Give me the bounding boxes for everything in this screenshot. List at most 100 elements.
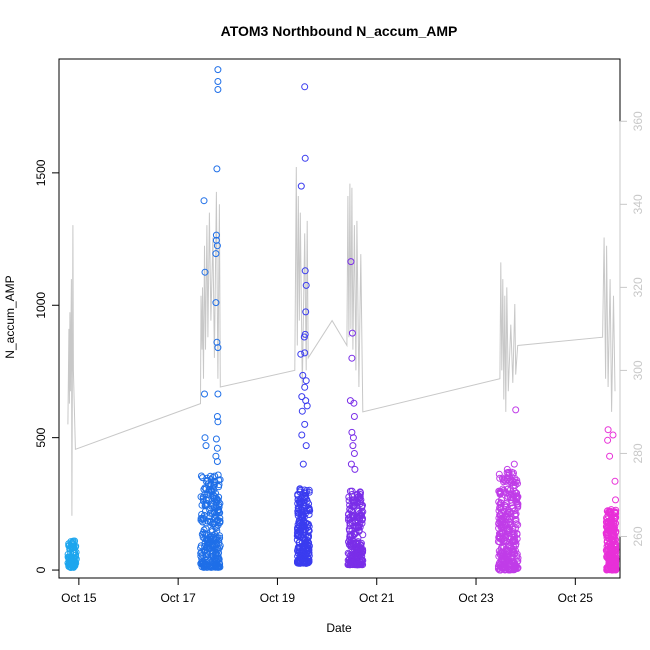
data-point: [210, 492, 218, 500]
data-point: [298, 407, 306, 415]
data-point: [298, 393, 306, 401]
data-point: [498, 474, 506, 482]
y-tick-label: 500: [34, 427, 48, 447]
data-point: [200, 526, 208, 534]
data-point: [202, 525, 210, 533]
data-point: [507, 565, 515, 573]
y-axis-label: N_accum_AMP: [3, 275, 17, 358]
data-point: [200, 197, 208, 205]
data-point: [605, 509, 613, 517]
data-point: [604, 426, 612, 434]
data-point: [207, 487, 215, 495]
data-point: [294, 524, 302, 532]
secondary-line: [67, 166, 616, 516]
data-point: [201, 530, 209, 538]
data-point: [301, 154, 309, 162]
data-point: [212, 541, 220, 549]
data-point: [305, 532, 312, 540]
data-point: [199, 495, 207, 503]
data-point: [214, 471, 222, 479]
data-point: [214, 508, 222, 515]
data-point: [207, 558, 215, 566]
data-point: [305, 511, 313, 518]
y2-tick-label: 280: [631, 443, 645, 463]
y-tick-label: 1500: [34, 159, 48, 186]
data-point: [298, 539, 306, 547]
data-point: [609, 566, 617, 573]
data-point: [349, 540, 357, 548]
data-point: [607, 507, 615, 515]
data-point: [212, 435, 220, 443]
data-point: [210, 552, 218, 559]
data-point: [496, 550, 504, 558]
data-point: [612, 514, 620, 522]
data-point: [497, 517, 505, 525]
data-point: [513, 550, 521, 558]
data-point: [356, 491, 364, 498]
data-point: [216, 518, 224, 526]
data-point: [201, 434, 209, 442]
data-point: [606, 452, 614, 460]
data-point: [353, 539, 361, 547]
data-point: [611, 477, 619, 485]
data-point: [510, 537, 518, 545]
data-point: [211, 545, 219, 553]
data-point: [610, 531, 618, 539]
data-point: [65, 542, 73, 550]
plot-frame: [58, 58, 621, 579]
data-point: [70, 548, 78, 556]
data-point: [302, 377, 310, 385]
data-point: [609, 555, 617, 563]
data-point: [214, 418, 222, 426]
data-point: [301, 420, 309, 428]
data-point: [199, 518, 207, 526]
x-tick-label: Oct 25: [558, 591, 594, 605]
data-point: [300, 499, 308, 506]
data-point: [299, 508, 306, 516]
data-point: [347, 460, 355, 468]
y2-tick-label: 340: [631, 194, 645, 214]
data-point: [506, 558, 514, 566]
data-point: [499, 529, 507, 537]
x-tick-label: Oct 23: [458, 591, 494, 605]
data-point: [609, 563, 617, 571]
x-tick-label: Oct 15: [61, 591, 97, 605]
data-point: [606, 528, 614, 536]
data-point: [214, 563, 222, 571]
data-point: [346, 501, 354, 509]
data-point: [305, 527, 313, 535]
data-point: [202, 519, 210, 527]
data-point: [502, 537, 510, 545]
data-point: [497, 557, 505, 565]
data-point: [504, 516, 512, 524]
data-point: [505, 550, 513, 557]
data-point: [346, 487, 354, 495]
data-point: [348, 491, 356, 498]
data-point: [355, 492, 363, 500]
y2-tick-label: 320: [631, 277, 645, 297]
data-point: [356, 509, 364, 517]
axes-layer: Oct 15 Oct 17 Oct 19 Oct 21 Oct 23 Oct 25 0 500…: [34, 111, 645, 605]
data-point: [214, 496, 222, 504]
data-point: [347, 258, 355, 266]
data-point: [510, 495, 518, 502]
x-tick-label: Oct 19: [260, 591, 296, 605]
series-2: [293, 83, 314, 567]
data-point: [215, 493, 223, 501]
data-point: [201, 563, 209, 571]
data-point: [210, 481, 218, 489]
data-point: [296, 538, 303, 546]
y2-tick-label: 300: [631, 360, 645, 380]
data-point: [298, 431, 306, 439]
data-point: [198, 501, 206, 509]
data-point: [305, 552, 313, 560]
points-layer: [64, 66, 620, 574]
data-point: [302, 546, 310, 554]
data-point: [69, 538, 77, 546]
data-point: [201, 484, 209, 492]
data-point: [509, 530, 517, 538]
data-point: [216, 509, 224, 517]
series-0: [64, 537, 80, 571]
data-point: [609, 431, 617, 439]
data-point: [301, 349, 309, 357]
